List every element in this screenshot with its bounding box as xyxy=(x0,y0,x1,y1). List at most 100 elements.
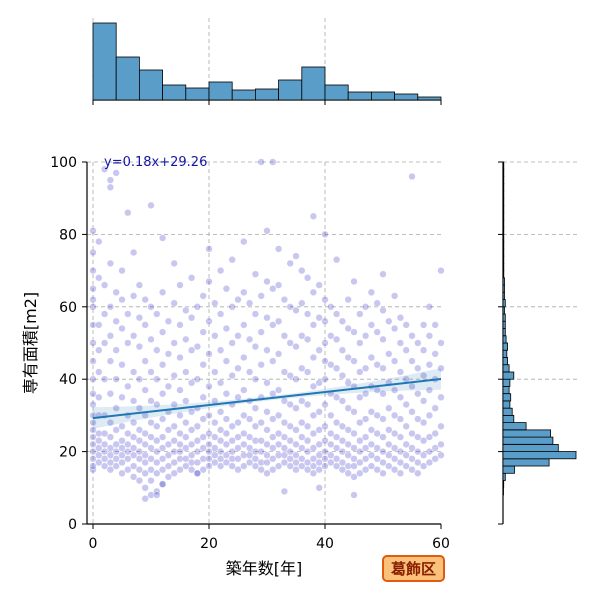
scatter-point xyxy=(344,451,352,459)
top-hist-bar xyxy=(162,84,187,101)
scatter-point xyxy=(251,455,260,463)
scatter-point xyxy=(159,444,167,452)
scatter-point xyxy=(286,259,294,268)
scatter-point xyxy=(408,455,416,463)
scatter-point xyxy=(164,451,173,459)
scatter-point xyxy=(356,368,364,376)
scatter-point xyxy=(391,429,399,438)
scatter-point xyxy=(269,455,277,463)
right-hist-bar xyxy=(502,342,508,351)
scatter-point xyxy=(95,393,103,401)
scatter-point xyxy=(251,404,260,412)
scatter-point xyxy=(246,299,254,307)
scatter-point xyxy=(106,303,115,311)
top-hist-bar xyxy=(115,56,140,101)
scatter-point xyxy=(234,455,242,463)
right-hist-bar xyxy=(502,385,510,394)
scatter-point xyxy=(95,444,103,452)
scatter-point xyxy=(234,433,242,441)
scatter-point xyxy=(141,440,149,449)
scatter-point xyxy=(176,386,184,394)
scatter-point xyxy=(396,415,405,423)
scatter-point xyxy=(89,440,97,449)
scatter-point xyxy=(333,393,341,401)
scatter-point xyxy=(130,368,138,376)
scatter-point xyxy=(176,455,184,463)
scatter-point xyxy=(304,448,312,456)
scatter-point xyxy=(170,422,178,430)
scatter-point xyxy=(205,350,213,358)
scatter-point xyxy=(240,411,248,420)
scatter-point xyxy=(130,451,138,459)
scatter-point xyxy=(420,437,428,445)
right-hist-bar xyxy=(502,393,512,402)
scatter-point xyxy=(263,440,271,449)
top-hist-bar xyxy=(138,69,163,101)
scatter-point xyxy=(367,353,376,362)
scatter-point xyxy=(193,448,202,456)
scatter-point xyxy=(275,429,283,438)
scatter-point xyxy=(124,440,132,449)
scatter-point xyxy=(182,462,190,470)
scatter-point xyxy=(338,437,347,445)
scatter-point xyxy=(124,448,132,456)
scatter-point xyxy=(431,404,439,412)
scatter-point xyxy=(205,382,213,391)
scatter-point xyxy=(373,361,381,369)
scatter-point xyxy=(130,433,138,441)
scatter-point xyxy=(251,422,260,430)
scatter-point xyxy=(298,455,306,463)
scatter-point xyxy=(356,393,364,401)
scatter-point xyxy=(135,466,144,474)
scatter-point xyxy=(414,448,422,456)
scatter-point xyxy=(100,448,109,456)
scatter-point xyxy=(112,169,120,177)
scatter-point xyxy=(437,451,445,459)
right-hist-bar xyxy=(502,328,506,337)
scatter-point xyxy=(199,466,207,474)
scatter-point xyxy=(176,353,184,362)
scatter-point xyxy=(344,426,352,434)
x-tick-label-20: 20 xyxy=(200,536,218,552)
scatter-point xyxy=(338,422,347,430)
scatter-point xyxy=(309,382,318,391)
scatter-point xyxy=(292,375,300,383)
scatter-point xyxy=(89,296,97,304)
scatter-point xyxy=(333,364,341,372)
scatter-point xyxy=(222,390,231,398)
scatter-point xyxy=(275,440,283,449)
scatter-point xyxy=(292,458,300,467)
right-hist-bar xyxy=(502,168,505,177)
scatter-point xyxy=(275,451,283,459)
scatter-point xyxy=(321,296,329,304)
scatter-point xyxy=(217,448,225,456)
scatter-point xyxy=(153,487,161,496)
scatter-point xyxy=(170,469,178,477)
scatter-point xyxy=(217,346,225,354)
scatter-point xyxy=(199,393,207,401)
scatter-point xyxy=(379,335,387,344)
scatter-point xyxy=(159,288,167,296)
scatter-point xyxy=(95,321,103,329)
scatter-point xyxy=(315,408,323,416)
scatter-point xyxy=(425,433,434,441)
scatter-point xyxy=(211,419,219,427)
right-hist-bar xyxy=(502,472,506,481)
scatter-point xyxy=(141,429,149,438)
scatter-point xyxy=(373,299,381,307)
scatter-point xyxy=(350,444,358,452)
scatter-point xyxy=(251,310,260,318)
scatter-point xyxy=(263,277,271,286)
scatter-point xyxy=(414,339,422,347)
top-hist-bar xyxy=(208,81,233,101)
scatter-point xyxy=(95,451,103,459)
scatter-point xyxy=(170,448,178,456)
scatter-point xyxy=(257,361,265,369)
scatter-point xyxy=(257,437,265,445)
scatter-point xyxy=(211,433,219,441)
y-tick-label-100: 100 xyxy=(50,155,77,171)
scatter-point xyxy=(396,448,405,456)
scatter-point xyxy=(420,372,428,380)
scatter-point xyxy=(286,448,294,456)
scatter-point xyxy=(164,440,173,449)
